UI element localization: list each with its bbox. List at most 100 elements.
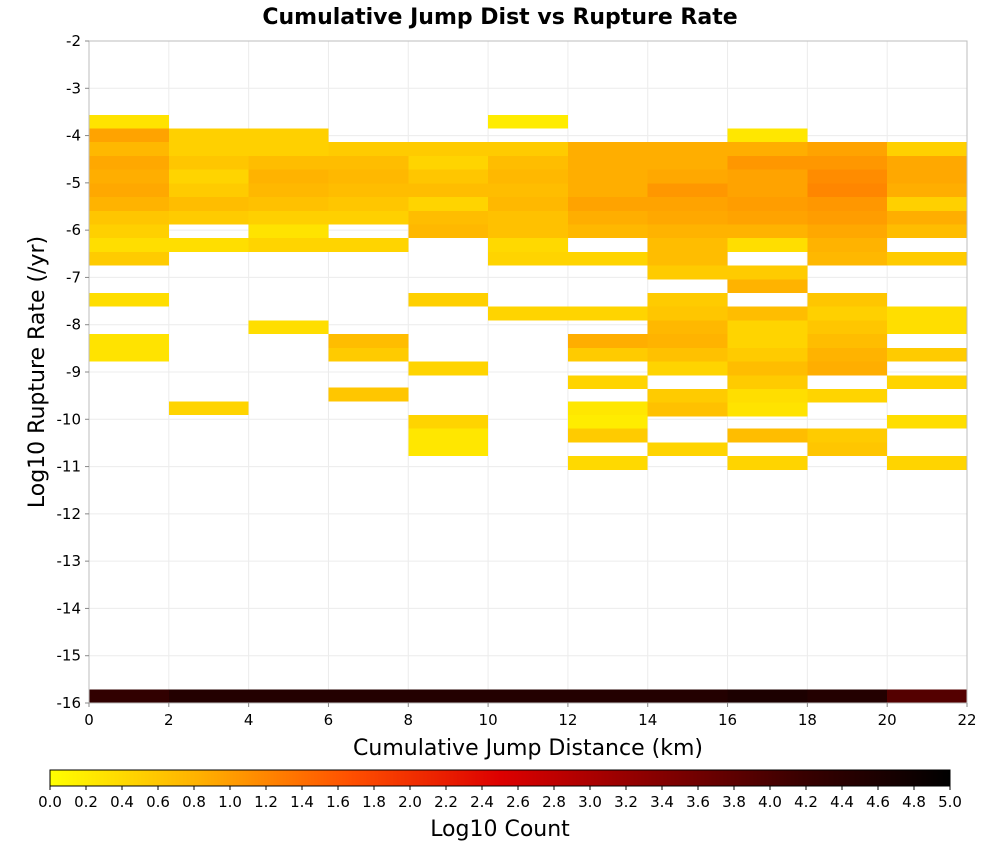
y-tick-label: -3 <box>66 79 81 97</box>
heatmap-cell <box>328 210 409 225</box>
heatmap-cell <box>727 361 808 376</box>
heatmap-cell <box>168 401 249 416</box>
heatmap-cell <box>567 224 648 239</box>
heatmap-cell <box>727 238 808 252</box>
heatmap-cell <box>887 183 967 198</box>
heatmap-cell <box>567 415 648 429</box>
heatmap-cell <box>567 142 648 156</box>
heatmap-cell <box>887 142 967 156</box>
heatmap-cell <box>89 197 169 211</box>
colorbar-tick-label: 4.2 <box>794 793 818 811</box>
heatmap-cell <box>89 114 169 129</box>
heatmap-cell <box>887 197 967 211</box>
heatmap-cell <box>168 238 249 252</box>
heatmap-cell <box>887 210 967 225</box>
x-tick-label: 16 <box>718 711 737 729</box>
heatmap-cell <box>567 347 648 362</box>
heatmap-cell <box>89 169 169 184</box>
heatmap-cell <box>727 279 808 294</box>
colorbar-tick-label: 3.4 <box>650 793 674 811</box>
heatmap-cell <box>89 128 169 143</box>
heatmap-cell <box>647 689 728 703</box>
colorbar-tick-label: 1.6 <box>326 793 350 811</box>
heatmap-cell <box>887 689 967 703</box>
heatmap-cell <box>647 293 728 307</box>
heatmap-cell <box>89 334 169 348</box>
heatmap-cell <box>567 183 648 198</box>
heatmap-cell <box>807 183 888 198</box>
heatmap-cell <box>248 183 329 198</box>
x-tick-label: 10 <box>479 711 498 729</box>
heatmap-cell <box>727 428 808 443</box>
heatmap-cell <box>887 456 967 470</box>
heatmap-cell <box>408 293 489 307</box>
colorbar-tick-label: 0.8 <box>182 793 206 811</box>
heatmap-cell <box>488 155 568 170</box>
y-tick-label: -8 <box>66 316 81 334</box>
heatmap-cell <box>168 142 249 156</box>
x-tick-label: 22 <box>957 711 976 729</box>
heatmap-cell <box>89 224 169 239</box>
heatmap-cell <box>727 389 808 403</box>
heatmap-cell <box>727 128 808 143</box>
heatmap-cell <box>887 320 967 335</box>
y-tick-label: -13 <box>57 552 82 570</box>
x-tick-label: 14 <box>638 711 657 729</box>
heatmap-cell <box>807 169 888 184</box>
heatmap-cell <box>567 251 648 266</box>
y-axis-label: Log10 Rupture Rate (/yr) <box>25 236 50 508</box>
heatmap-cell <box>807 389 888 403</box>
y-tick-label: -5 <box>66 174 81 192</box>
heatmap-cell <box>89 183 169 198</box>
heatmap-cell <box>89 347 169 362</box>
heatmap-cell <box>727 402 808 417</box>
heatmap-cell <box>887 375 967 390</box>
heatmap-cell <box>727 210 808 225</box>
heatmap-cell <box>647 361 728 376</box>
heatmap-cell <box>248 689 329 703</box>
x-tick-label: 2 <box>164 711 174 729</box>
heatmap-cell <box>807 306 888 321</box>
x-tick-label: 6 <box>324 711 334 729</box>
x-tick-label: 0 <box>84 711 94 729</box>
heatmap-cell <box>89 142 169 156</box>
y-tick-label: -12 <box>57 505 82 523</box>
heatmap-cell <box>727 183 808 198</box>
heatmap-cell <box>168 183 249 198</box>
heatmap-cell <box>807 251 888 266</box>
heatmap-cell <box>488 183 568 198</box>
heatmap-cell <box>727 689 808 703</box>
colorbar-tick-label: 4.0 <box>758 793 782 811</box>
y-tick-label: -2 <box>66 32 81 50</box>
heatmap-cell <box>567 169 648 184</box>
heatmap-cell <box>408 361 489 376</box>
heatmap-cell <box>647 334 728 348</box>
y-tick-label: -14 <box>57 599 82 617</box>
heatmap-cell <box>328 238 409 252</box>
heatmap-cell <box>567 334 648 348</box>
heatmap-cell <box>887 169 967 184</box>
heatmap-cell <box>807 142 888 156</box>
colorbar-tick-label: 4.6 <box>866 793 890 811</box>
heatmap-cell <box>408 415 489 429</box>
heatmap-cell <box>567 306 648 321</box>
heatmap-cell <box>567 210 648 225</box>
heatmap-cell <box>89 689 169 703</box>
heatmap-cell <box>647 169 728 184</box>
x-tick-label: 18 <box>798 711 817 729</box>
colorbar <box>49 769 951 787</box>
heatmap-cell <box>248 169 329 184</box>
heatmap-cell <box>647 238 728 252</box>
heatmap-cell <box>807 224 888 239</box>
heatmap-cell <box>488 197 568 211</box>
colorbar-tick-label: 1.0 <box>218 793 242 811</box>
x-tick-label: 20 <box>878 711 897 729</box>
heatmap-cell <box>328 387 409 402</box>
y-tick-label: -7 <box>66 268 81 286</box>
heatmap-cell <box>727 320 808 335</box>
heatmap-cell <box>408 224 489 239</box>
heatmap-cell <box>488 238 568 252</box>
heatmap-cell <box>887 224 967 239</box>
heatmap-cell <box>727 197 808 211</box>
y-tick-label: -11 <box>57 458 82 476</box>
